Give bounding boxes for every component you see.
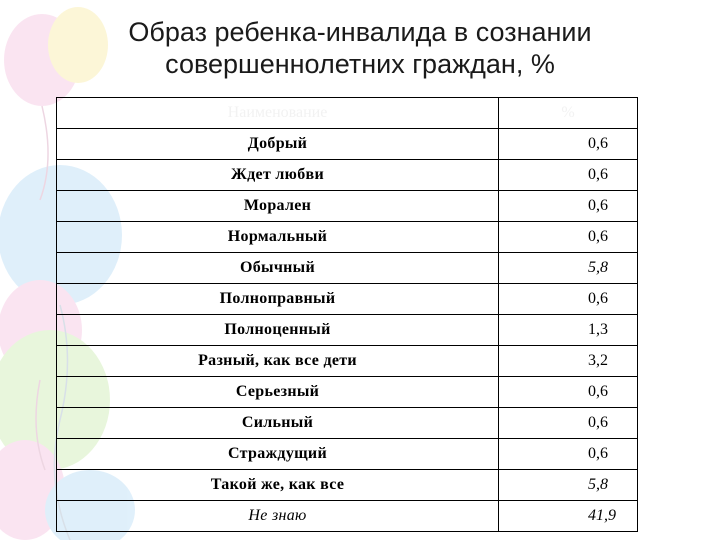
row-name: Полноправный <box>56 283 499 315</box>
row-value: 0,6 <box>498 190 638 222</box>
row-name: Морален <box>56 190 499 222</box>
table-row: Не знаю 41,9 <box>56 500 638 532</box>
row-name: Страждущий <box>56 438 499 470</box>
table-row: Нормальный 0,6 <box>56 221 638 253</box>
row-value: 0,6 <box>498 221 638 253</box>
row-value: 0,6 <box>498 159 638 191</box>
row-name: Обычный <box>56 252 499 284</box>
row-value: 0,6 <box>498 376 638 408</box>
table-row: Ждет любви 0,6 <box>56 159 638 191</box>
page-title: Образ ребенка-инвалида в сознании соверш… <box>40 16 680 80</box>
table-header-row: Наименование % <box>56 97 638 129</box>
data-table: Наименование % Добрый 0,6 Ждет любви 0,6… <box>56 97 638 532</box>
table-row: Страждущий 0,6 <box>56 438 638 470</box>
row-name: Такой же, как все <box>56 469 499 501</box>
row-name: Разный, как все дети <box>56 345 499 377</box>
header-value: % <box>498 97 638 129</box>
row-value: 0,6 <box>498 128 638 160</box>
table-row: Полноправный 0,6 <box>56 283 638 315</box>
table-row: Такой же, как все 5,8 <box>56 469 638 501</box>
row-name: Не знаю <box>56 500 499 532</box>
table-row: Полноценный 1,3 <box>56 314 638 346</box>
row-value: 1,3 <box>498 314 638 346</box>
row-name: Добрый <box>56 128 499 160</box>
balloon-string-2 <box>39 105 49 201</box>
table-row: Морален 0,6 <box>56 190 638 222</box>
row-name: Полноценный <box>56 314 499 346</box>
row-name: Ждет любви <box>56 159 499 191</box>
row-value: 0,6 <box>498 438 638 470</box>
table-row: Серьезный 0,6 <box>56 376 638 408</box>
balloon-yellow-top <box>48 7 108 83</box>
row-value: 3,2 <box>498 345 638 377</box>
row-name: Серьезный <box>56 376 499 408</box>
table-row: Обычный 5,8 <box>56 252 638 284</box>
row-value: 0,6 <box>498 407 638 439</box>
row-name: Сильный <box>56 407 499 439</box>
row-value: 5,8 <box>498 469 638 501</box>
table-row: Сильный 0,6 <box>56 407 638 439</box>
title-line-1: Образ ребенка-инвалида в сознании <box>128 17 592 47</box>
table-row: Добрый 0,6 <box>56 128 638 160</box>
row-value: 0,6 <box>498 283 638 315</box>
title-line-2: совершеннолетних граждан, % <box>165 49 555 79</box>
table-row: Разный, как все дети 3,2 <box>56 345 638 377</box>
row-value: 41,9 <box>498 500 638 532</box>
row-name: Нормальный <box>56 221 499 253</box>
balloon-string-3 <box>35 379 46 471</box>
row-value: 5,8 <box>498 252 638 284</box>
header-name: Наименование <box>56 97 499 129</box>
